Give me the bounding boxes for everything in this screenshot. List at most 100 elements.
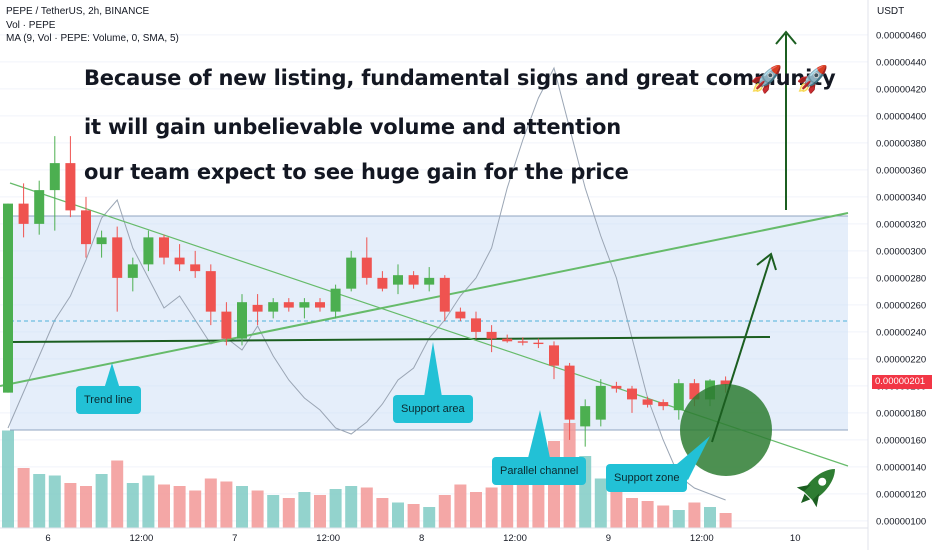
volume-bar [173, 486, 186, 528]
candle-body [673, 383, 684, 411]
volume-bar [719, 513, 732, 528]
candle-body [330, 288, 341, 312]
candle-body [689, 383, 700, 400]
rocket-icon [796, 469, 835, 508]
support-zone-callout: Support zone [606, 464, 688, 492]
candle-body [96, 237, 107, 245]
candle-body [3, 203, 13, 393]
y-tick-label: 0.00000120 [876, 489, 926, 500]
volume-bar [407, 504, 420, 528]
x-tick-label: 9 [606, 533, 611, 544]
candle-body [471, 318, 481, 332]
trend-line-callout: Trend line [76, 386, 141, 414]
volume-bar [610, 487, 623, 528]
volume-bar [204, 478, 217, 528]
candle-body [49, 163, 60, 191]
volume-bar [672, 510, 685, 528]
candle-body [299, 302, 310, 308]
y-tick-label: 0.00000360 [876, 165, 926, 176]
candle-body [315, 302, 325, 308]
candle-body [361, 257, 372, 278]
volume-bar [95, 474, 108, 528]
symbol-line[interactable]: PEPE / TetherUS, 2h, BINANCE [6, 6, 150, 17]
candle-body [174, 257, 185, 265]
x-tick-label: 12:00 [690, 533, 714, 544]
volume-bar [641, 501, 654, 528]
volume-bar [360, 487, 373, 528]
x-tick-label: 8 [419, 533, 424, 544]
y-tick-label: 0.00000440 [876, 57, 926, 68]
ma-line: MA (9, Vol · PEPE: Volume, 0, SMA, 5) [6, 33, 179, 44]
candle-body [564, 365, 575, 420]
arrow-diagonal-shaft [711, 255, 772, 443]
candle-body [439, 277, 450, 312]
volume-bar [126, 483, 139, 528]
candle-body [627, 388, 637, 400]
volume-bar [626, 498, 638, 528]
volume-bar [17, 468, 30, 528]
y-tick-label: 0.00000420 [876, 84, 926, 95]
y-tick-label: 0.00000340 [876, 192, 926, 203]
candle-body [268, 302, 279, 312]
volume-bar [80, 486, 92, 528]
candle-body [252, 304, 263, 312]
candle-body [34, 190, 45, 224]
volume-bar [158, 484, 170, 528]
volume-bar [454, 484, 467, 528]
y-tick-label: 0.00000100 [876, 516, 926, 527]
last-price-tag: 0.00000201 [872, 375, 932, 389]
y-tick-label: 0.00000300 [876, 246, 926, 257]
candle-body [455, 311, 466, 319]
candle-body [533, 342, 544, 345]
volume-bar [267, 495, 280, 528]
volume-bar [251, 490, 264, 528]
candle-body [658, 402, 669, 407]
volume-bar [485, 487, 498, 528]
candle-body [221, 311, 232, 339]
y-tick-label: 0.00000160 [876, 435, 926, 446]
candle-body [112, 237, 123, 278]
volume-bar [438, 495, 451, 528]
candle-body [393, 275, 403, 285]
volume-bar [470, 492, 482, 528]
volume-bar [314, 495, 326, 528]
y-tick-label: 0.00000140 [876, 462, 926, 473]
y-tick-label: 0.00000400 [876, 111, 926, 122]
candle-body [595, 385, 606, 420]
price-axis-title: USDT [877, 6, 905, 17]
candle-body [190, 264, 201, 272]
y-tick-label: 0.00000180 [876, 408, 926, 419]
candle-body [143, 237, 154, 265]
x-tick-label: 12:00 [503, 533, 527, 544]
volume-bar [33, 474, 46, 528]
price-axis-ticks: 0.00000460 0.00000440 0.00000420 0.00000400… [876, 30, 926, 527]
candle-body [517, 341, 528, 343]
arrow-up-long-head [775, 30, 797, 45]
volume-bar [220, 481, 233, 528]
volume-bar [64, 483, 77, 528]
y-tick-label: 0.00000460 [876, 30, 926, 41]
candle-body [642, 399, 653, 405]
chart-legend: PEPE / TetherUS, 2h, BINANCE Vol · PEPE … [6, 5, 179, 46]
volume-bar [501, 483, 514, 528]
volume-bar [376, 498, 389, 528]
volume-bar [657, 505, 670, 528]
candle-body [502, 338, 513, 342]
support-line [9, 336, 771, 343]
y-tick-label: 0.00000380 [876, 138, 926, 149]
volume-bar [594, 478, 607, 528]
volume-bar [298, 492, 311, 528]
arrow-diagonal-head [756, 252, 777, 271]
candle-body [549, 345, 559, 366]
x-tick-label: 12:00 [316, 533, 340, 544]
volume-bar [48, 475, 61, 528]
candle-body [205, 271, 216, 312]
volume-ma-line [7, 66, 726, 501]
volume-bar [392, 502, 404, 528]
candle-body [18, 203, 29, 224]
annotation-line-3: our team expect to see huge gain for the… [84, 160, 629, 184]
volume-line: Vol · PEPE [6, 19, 56, 31]
x-tick-label: 6 [45, 533, 50, 544]
candle-body [346, 257, 357, 289]
